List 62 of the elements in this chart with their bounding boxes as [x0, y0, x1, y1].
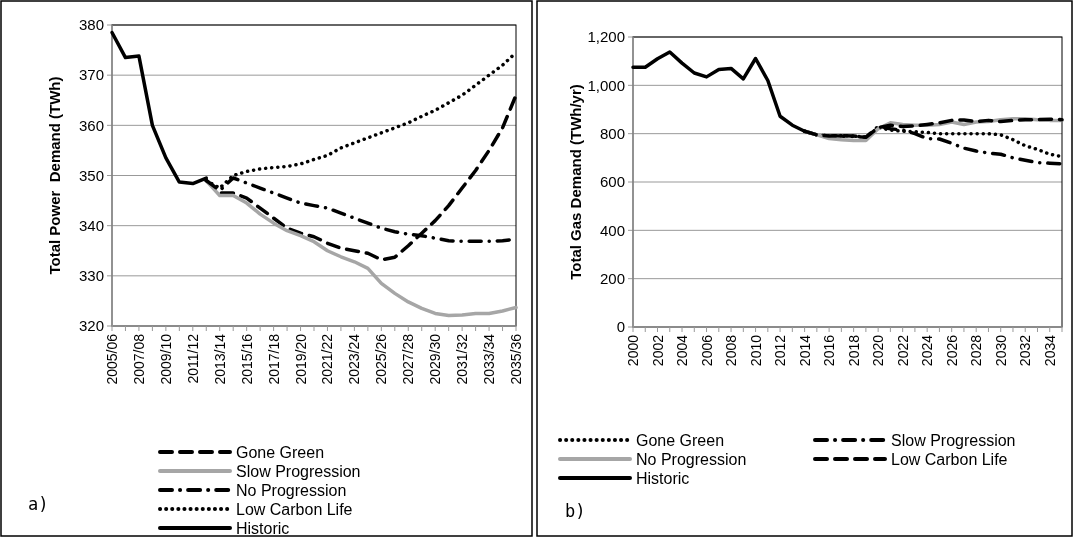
x-tick-label: 2006	[698, 334, 715, 367]
y-tick-label: 400	[599, 221, 625, 239]
legend-label: Historic	[636, 469, 690, 487]
x-tick-label: 2014	[796, 334, 813, 367]
x-tick-label: 2033/34	[481, 333, 498, 385]
y-tick-label: 370	[78, 66, 104, 84]
x-tick-label: 2018	[845, 334, 862, 367]
legend-label: Gone Green	[636, 431, 725, 449]
y-tick-label: 1,000	[587, 76, 625, 94]
x-tick-label: 2032	[1017, 334, 1034, 367]
x-tick-label: 2029/30	[427, 333, 444, 385]
y-tick-label: 600	[599, 173, 625, 191]
y-tick-label: 340	[78, 216, 104, 234]
y-tick-label: 200	[599, 269, 625, 287]
legend-label: No Progression	[236, 481, 347, 499]
x-tick-label: 2030	[992, 334, 1009, 367]
y-tick-label: 380	[78, 16, 104, 34]
y-tick-label: 1,200	[587, 28, 625, 46]
y-tick-label: 0	[616, 318, 625, 336]
x-tick-label: 2021/22	[319, 333, 336, 385]
x-tick-label: 2002	[649, 334, 666, 367]
x-tick-label: 2027/28	[400, 333, 417, 385]
legend-label: Low Carbon Life	[236, 500, 353, 518]
x-tick-label: 2011/12	[184, 333, 201, 384]
y-tick-label: 330	[78, 267, 104, 285]
text: b)	[565, 501, 586, 521]
x-tick-label: 2019/20	[292, 333, 309, 385]
y-axis-title: Total Power Demand (TWh)	[46, 76, 63, 275]
x-tick-label: 2024	[919, 334, 936, 367]
legend-label: No Progression	[636, 450, 747, 468]
x-tick-label: 2031/32	[454, 333, 471, 385]
y-tick-label: 350	[78, 166, 104, 184]
x-tick-label: 2008	[723, 334, 740, 367]
x-tick-label: 2022	[894, 334, 911, 367]
x-tick-label: 2016	[821, 334, 838, 367]
x-tick-label: 2010	[747, 334, 764, 367]
legend-label: Slow Progression	[891, 431, 1016, 449]
x-tick-label: 2023/24	[346, 333, 363, 385]
legend-label: Slow Progression	[236, 462, 361, 480]
x-tick-label: 2035/36	[508, 333, 524, 385]
x-tick-label: 2034	[1041, 334, 1058, 367]
x-tick-label: 2015/16	[238, 333, 255, 385]
x-tick-label: 2000	[625, 334, 641, 367]
x-tick-label: 2017/18	[265, 333, 282, 385]
y-tick-label: 320	[78, 317, 104, 335]
legend-label: Low Carbon Life	[891, 450, 1008, 468]
x-tick-label: 2026	[943, 334, 960, 367]
y-axis-title: Total Gas Demand (TWh/yr)	[567, 84, 584, 280]
legend-label: Gone Green	[236, 443, 325, 461]
legend-label: Historic	[236, 519, 290, 537]
x-tick-label: 2013/14	[211, 333, 228, 385]
x-tick-label: 2028	[968, 334, 985, 367]
x-tick-label: 2009/10	[157, 333, 174, 385]
x-tick-label: 2007/08	[130, 333, 147, 385]
x-tick-label: 2012	[772, 334, 789, 367]
x-tick-label: 2005/06	[104, 333, 120, 385]
x-tick-label: 2004	[674, 334, 691, 367]
x-tick-label: 2025/26	[373, 333, 390, 385]
text: a)	[28, 494, 49, 514]
y-tick-label: 800	[599, 124, 625, 142]
y-tick-label: 360	[78, 116, 104, 134]
x-tick-label: 2020	[870, 334, 887, 367]
